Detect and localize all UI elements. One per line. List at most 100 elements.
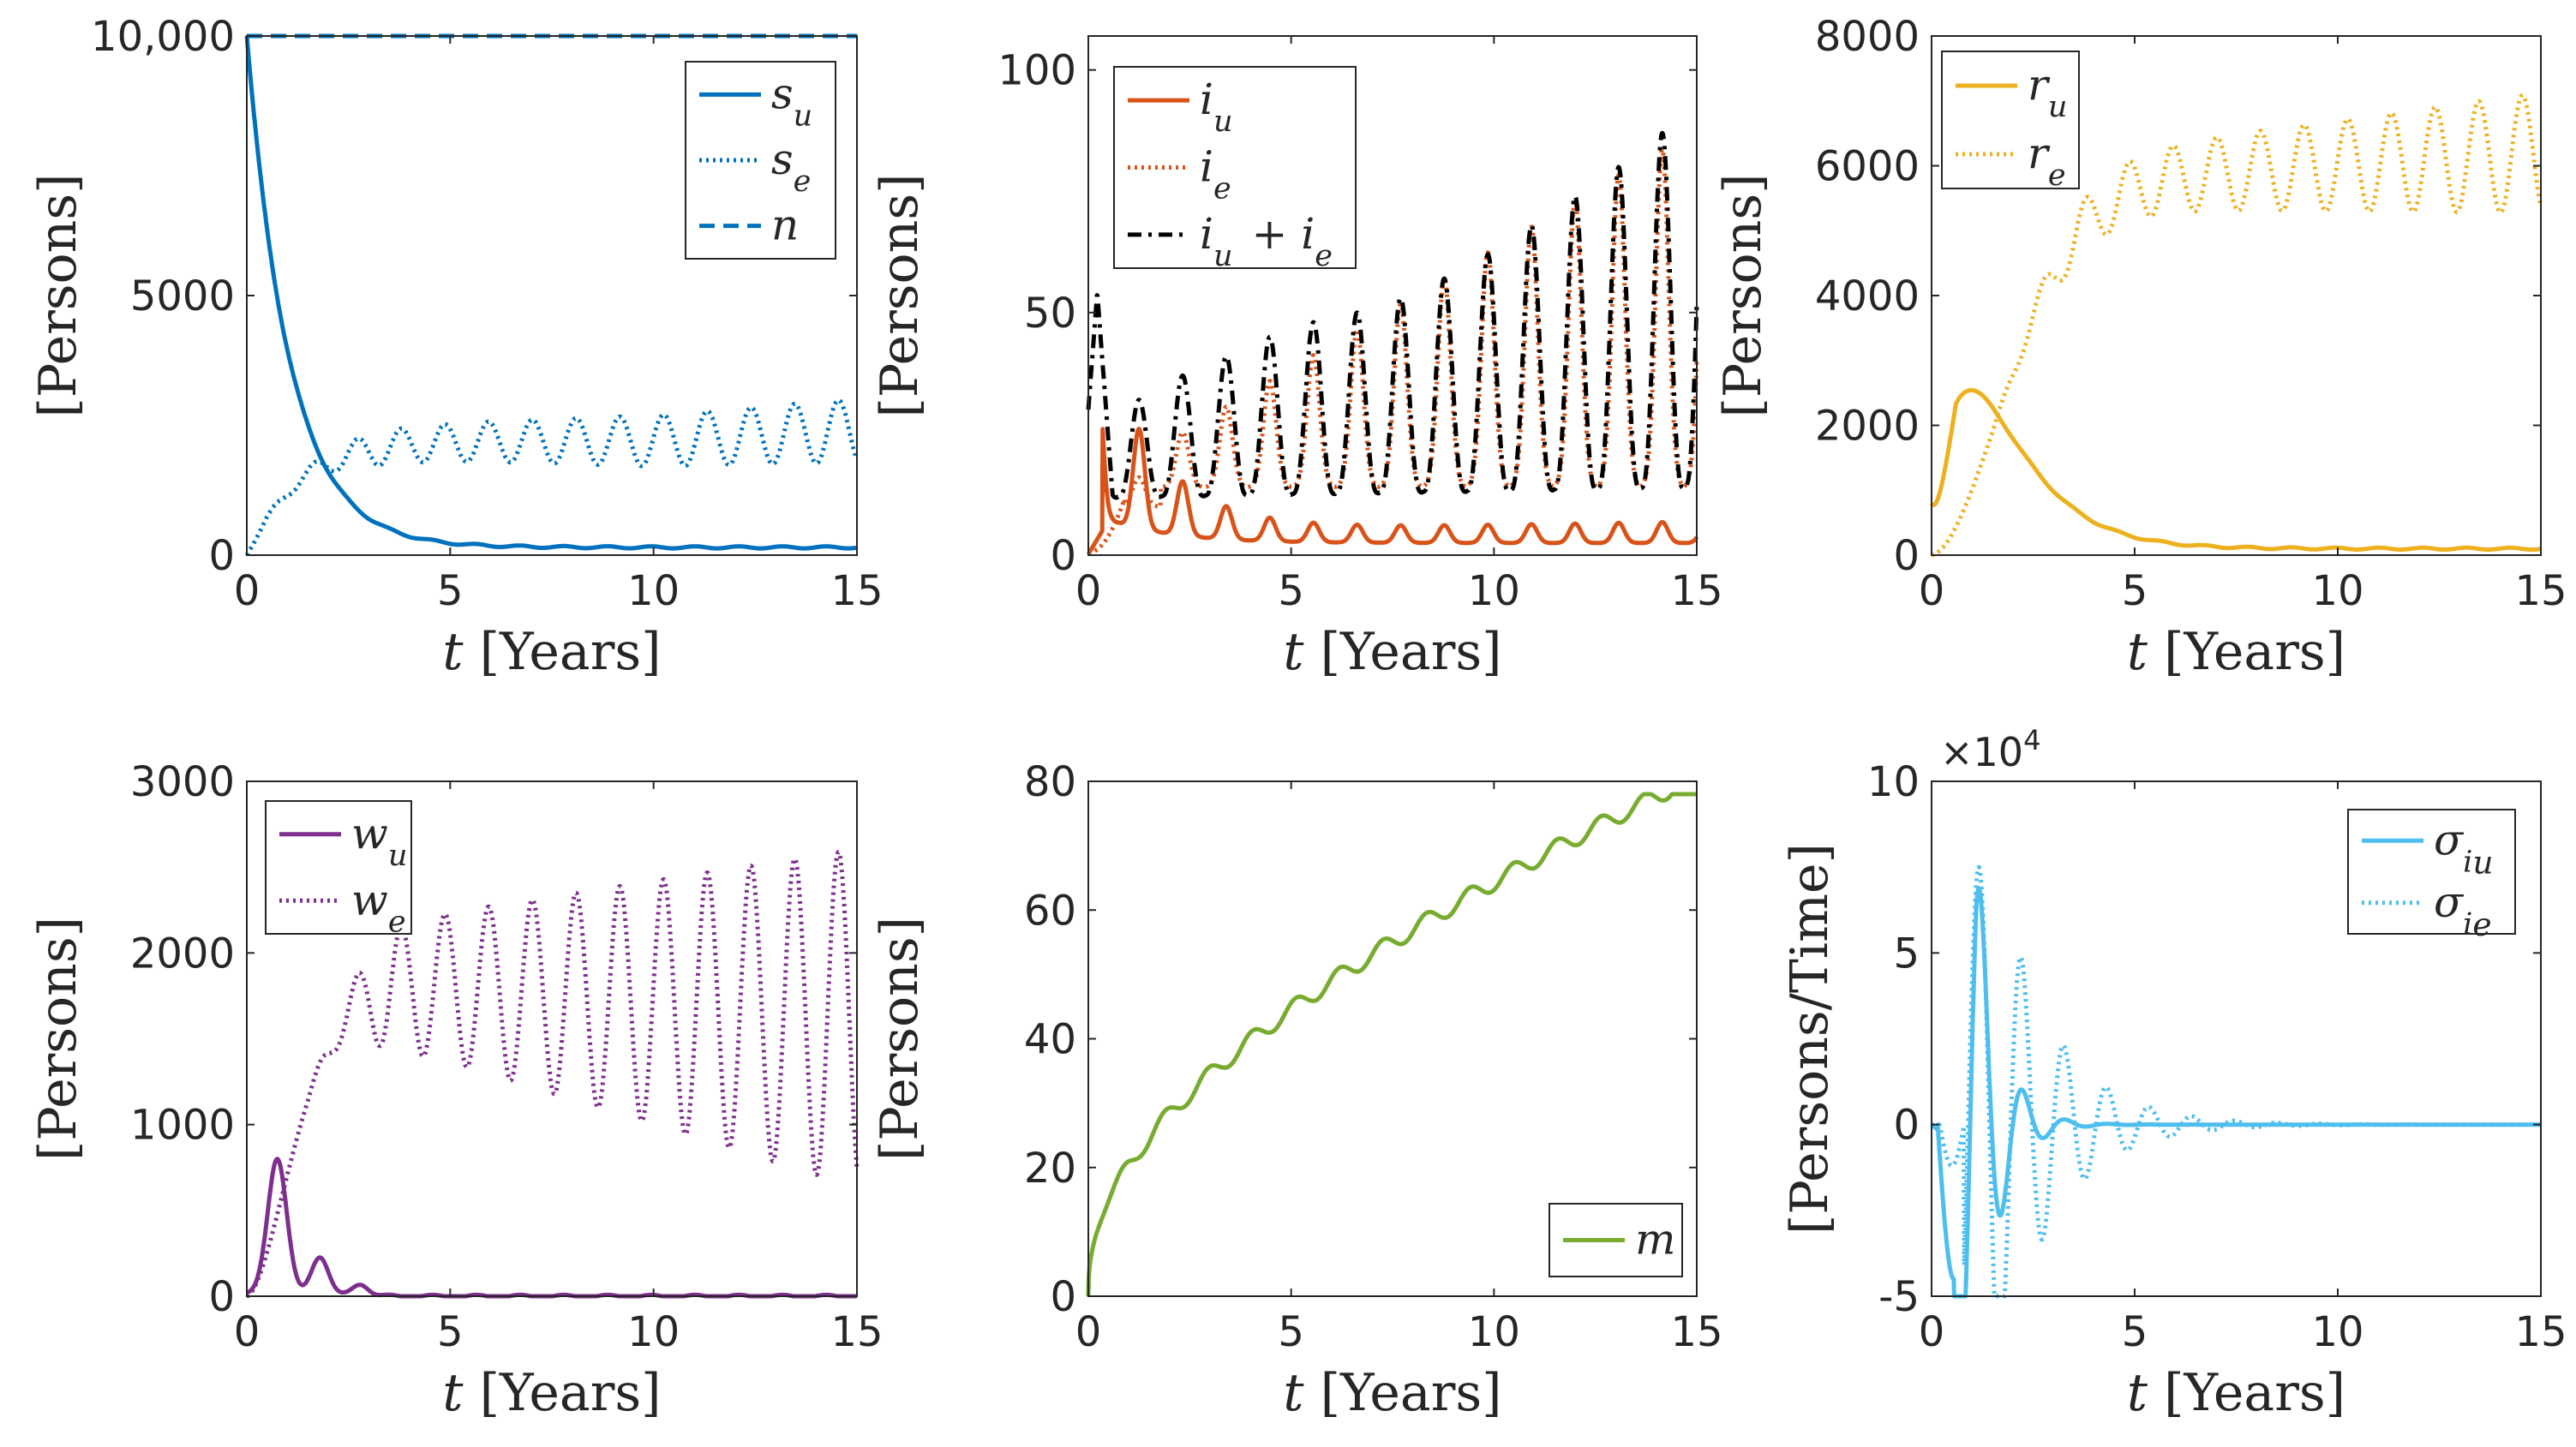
x-tick-label: 10 xyxy=(627,567,680,615)
chart-panel-5: 0 5 10 15 0 20 40 60 80 t [Years] [Persons] m xyxy=(870,758,1723,1423)
x-axis-label: t [Years] xyxy=(1283,1363,1501,1423)
y-tick-label: 2000 xyxy=(1815,403,1920,451)
legend-label-3: iu + ie xyxy=(1200,209,1333,273)
y-tick-label: 10 xyxy=(1867,758,1920,806)
y-tick-label: 1000 xyxy=(130,1102,235,1150)
x-axis-label: t [Years] xyxy=(2127,622,2345,682)
y-axis-label: [Persons] xyxy=(28,917,88,1161)
axes-frame xyxy=(246,780,858,1297)
y-tick-label: 6000 xyxy=(1815,143,1920,191)
y-axis-multiplier: ×104 xyxy=(1940,724,2041,775)
legend: m xyxy=(1549,1203,1683,1277)
x-tick-label: 15 xyxy=(2514,1308,2567,1356)
x-axis-label: t [Years] xyxy=(442,1363,661,1423)
series-line-1 xyxy=(244,35,859,551)
y-tick-label: 0 xyxy=(1893,532,1920,580)
legend-label-2: we xyxy=(351,875,406,939)
legend-label-1: iu xyxy=(1200,75,1233,139)
y-tick-label: 5000 xyxy=(130,272,235,320)
series-line-2 xyxy=(244,398,860,557)
x-tick-label: 15 xyxy=(1670,567,1722,615)
y-tick-label: 0 xyxy=(208,532,235,580)
legend-label-1: σiu xyxy=(2434,815,2494,881)
x-tick-label: 15 xyxy=(830,1308,883,1356)
x-axis-label: t [Years] xyxy=(2127,1363,2345,1423)
x-tick-label: 5 xyxy=(2122,567,2148,615)
y-tick-label: 0 xyxy=(1050,532,1076,580)
y-tick-label: 0 xyxy=(1050,1273,1076,1321)
x-tick-label: 15 xyxy=(1670,1308,1722,1356)
x-tick-label: 0 xyxy=(1075,567,1102,615)
series-line-1 xyxy=(1929,388,2543,553)
y-tick-label: 60 xyxy=(1024,887,1076,935)
y-tick-label: 80 xyxy=(1024,758,1076,806)
series-line-1 xyxy=(1086,792,1698,1297)
chart-panel-3: 0 5 10 15 0 2000 4000 6000 8000 t [Years] [Persons… xyxy=(1713,13,2567,682)
y-tick-label: 50 xyxy=(1024,290,1076,338)
y-tick-label: 10,000 xyxy=(91,13,235,61)
series-line-3 xyxy=(1086,130,1699,500)
legend-label-1: su xyxy=(771,69,812,133)
legend-label-2: σie xyxy=(2434,877,2492,943)
x-tick-label: 0 xyxy=(234,1308,261,1356)
legend-label-2: re xyxy=(2028,129,2066,193)
x-tick-label: 10 xyxy=(2311,1308,2363,1356)
x-tick-label: 5 xyxy=(2122,1308,2148,1356)
x-tick-label: 0 xyxy=(1919,567,1945,615)
x-tick-label: 15 xyxy=(830,567,883,615)
y-tick-label: 5 xyxy=(1893,930,1920,978)
axes-frame xyxy=(1931,780,2542,1297)
axes-frame xyxy=(1087,35,1698,556)
y-axis-label: [Persons] xyxy=(870,173,930,417)
x-tick-label: 0 xyxy=(234,567,261,615)
series-line-1 xyxy=(1086,427,1699,556)
x-tick-label: 10 xyxy=(1468,567,1520,615)
legend-label-2: ie xyxy=(1200,142,1231,206)
legend-box xyxy=(265,800,412,935)
y-tick-label: 40 xyxy=(1024,1016,1076,1064)
y-tick-label: 100 xyxy=(997,47,1076,95)
x-tick-label: 5 xyxy=(437,567,464,615)
series-line-2 xyxy=(1930,93,2543,558)
y-tick-label: 20 xyxy=(1024,1145,1076,1193)
y-axis-label: [Persons] xyxy=(1713,173,1773,417)
x-axis-label: t [Years] xyxy=(1283,622,1501,682)
series-line-2 xyxy=(1930,864,2543,1299)
legend-box xyxy=(2347,809,2516,935)
x-tick-label: 5 xyxy=(1278,1308,1304,1356)
series-line-1 xyxy=(1930,886,2543,1299)
y-tick-label: 8000 xyxy=(1815,13,1920,61)
x-tick-label: 10 xyxy=(1468,1308,1520,1356)
x-tick-label: 10 xyxy=(627,1308,680,1356)
y-axis-label: [Persons] xyxy=(28,173,88,417)
legend-label-2: se xyxy=(771,135,811,199)
y-tick-label: 0 xyxy=(1893,1102,1920,1150)
y-tick-label: 2000 xyxy=(130,930,235,978)
x-tick-label: 0 xyxy=(1919,1308,1945,1356)
y-axis-label: [Persons] xyxy=(870,917,930,1161)
legend-label-3: n xyxy=(771,200,799,250)
chart-panel-4: 0 5 10 15 0 1000 2000 3000 t [Years] [Persons] wuw… xyxy=(28,758,884,1423)
y-tick-label: 4000 xyxy=(1815,272,1920,320)
x-tick-label: 5 xyxy=(1278,567,1304,615)
x-tick-label: 15 xyxy=(2514,567,2567,615)
x-tick-label: 5 xyxy=(437,1308,464,1356)
y-tick-label: 3000 xyxy=(130,758,235,806)
x-tick-label: 10 xyxy=(2311,567,2363,615)
legend-box xyxy=(1941,51,2080,189)
x-axis-label: t [Years] xyxy=(442,622,661,682)
y-tick-label: -5 xyxy=(1878,1273,1920,1321)
x-tick-label: 0 xyxy=(1075,1308,1102,1356)
legend-label-1: m xyxy=(1635,1215,1675,1265)
y-axis-label: [Persons/Time] xyxy=(1780,843,1840,1235)
legend-label-1: wu xyxy=(351,809,407,873)
y-tick-label: 0 xyxy=(208,1273,235,1321)
